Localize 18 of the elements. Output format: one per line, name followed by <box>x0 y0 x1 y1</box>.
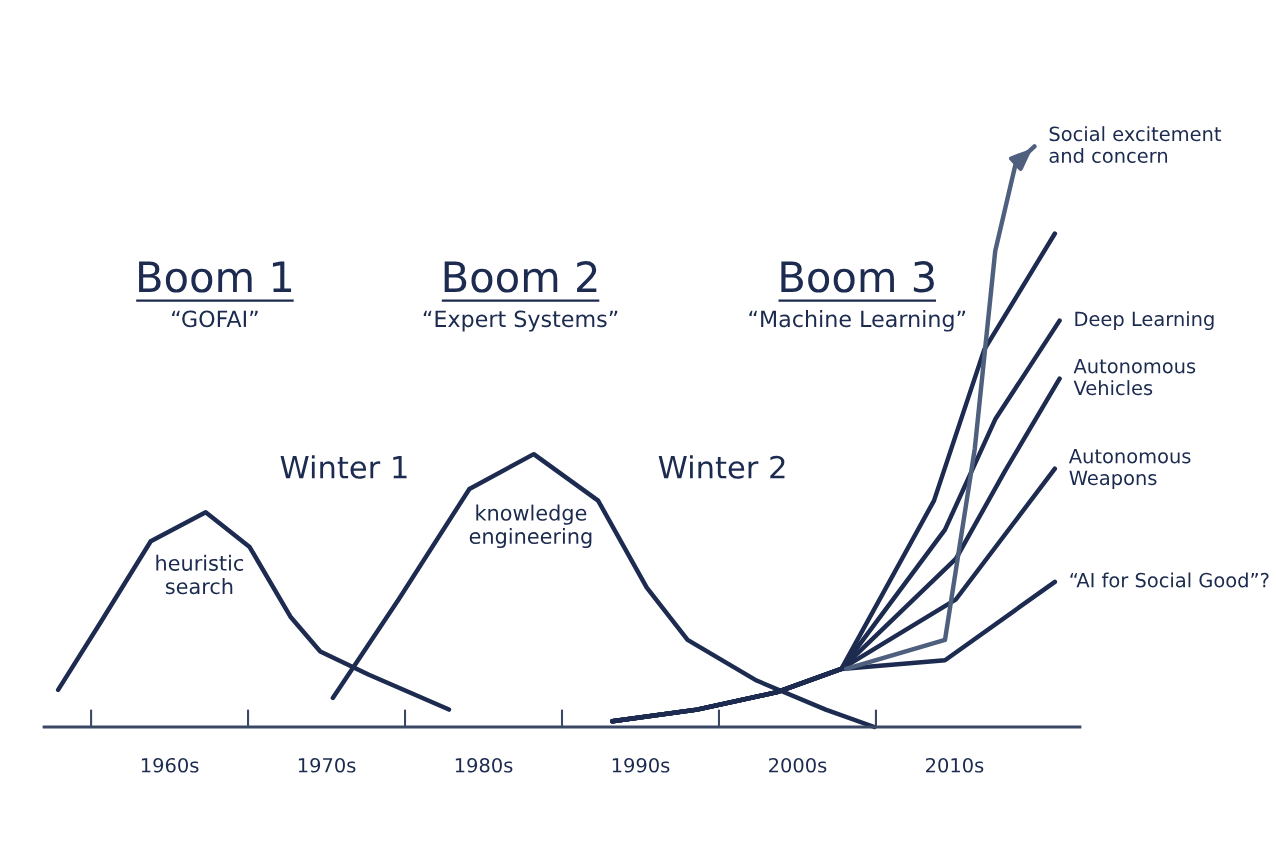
x-tick-label: 1960s <box>141 757 199 773</box>
legend-label: Social excitement and concern <box>1049 126 1222 163</box>
series-label: “AI for Social Good”? <box>1070 572 1269 588</box>
x-tick-label: 1990s <box>612 757 670 773</box>
x-tick-label: 1980s <box>455 757 513 773</box>
x-tick-label: 2010s <box>926 757 984 773</box>
annotation: Boom 1 “GOFAI” <box>139 261 292 328</box>
annotation: knowledge engineering <box>469 504 592 549</box>
annotation: Boom 3 “Machine Learning” <box>749 261 966 332</box>
annotation: heuristic search <box>156 554 244 595</box>
x-tick-label: 2000s <box>769 757 827 773</box>
annotation: Boom 2 “Expert Systems” <box>423 261 618 332</box>
x-tick-label: 1970s <box>298 757 356 773</box>
series-label: Autonomous Weapons <box>1068 448 1191 489</box>
annotation: Winter 1 <box>280 455 407 479</box>
annotation: Winter 2 <box>658 455 785 479</box>
series-label: Autonomous Vehicles <box>1073 358 1196 396</box>
series-label: Deep Learning <box>1075 311 1214 331</box>
